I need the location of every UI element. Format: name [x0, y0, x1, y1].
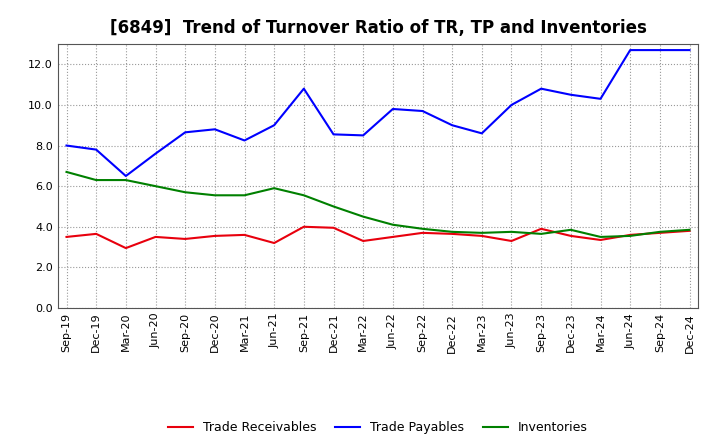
Line: Trade Receivables: Trade Receivables — [66, 227, 690, 248]
Inventories — [240, 193, 249, 198]
Trade Payables — [92, 147, 101, 152]
Trade Payables — [537, 86, 546, 92]
Trade Receivables — [567, 233, 575, 238]
Trade Payables — [359, 133, 367, 138]
Trade Payables — [300, 86, 308, 92]
Trade Receivables — [329, 225, 338, 231]
Trade Receivables — [537, 226, 546, 231]
Trade Receivables — [655, 230, 664, 235]
Legend: Trade Receivables, Trade Payables, Inventories: Trade Receivables, Trade Payables, Inven… — [163, 416, 593, 439]
Trade Receivables — [240, 232, 249, 238]
Trade Receivables — [62, 234, 71, 239]
Trade Receivables — [92, 231, 101, 237]
Trade Receivables — [418, 230, 427, 235]
Trade Payables — [329, 132, 338, 137]
Trade Receivables — [685, 228, 694, 234]
Inventories — [685, 227, 694, 232]
Trade Payables — [122, 173, 130, 179]
Trade Payables — [685, 48, 694, 53]
Trade Receivables — [596, 237, 605, 242]
Inventories — [537, 231, 546, 237]
Line: Trade Payables: Trade Payables — [66, 50, 690, 176]
Trade Payables — [181, 130, 189, 135]
Inventories — [92, 177, 101, 183]
Trade Receivables — [181, 236, 189, 242]
Inventories — [389, 222, 397, 227]
Inventories — [270, 186, 279, 191]
Trade Payables — [655, 48, 664, 53]
Inventories — [655, 229, 664, 235]
Line: Inventories: Inventories — [66, 172, 690, 237]
Inventories — [62, 169, 71, 175]
Trade Receivables — [270, 240, 279, 246]
Trade Payables — [507, 102, 516, 107]
Inventories — [507, 229, 516, 235]
Trade Payables — [626, 48, 634, 53]
Trade Receivables — [626, 232, 634, 238]
Inventories — [626, 233, 634, 238]
Trade Receivables — [507, 238, 516, 244]
Trade Payables — [448, 123, 456, 128]
Inventories — [210, 193, 219, 198]
Inventories — [359, 214, 367, 219]
Inventories — [567, 227, 575, 232]
Trade Payables — [477, 131, 486, 136]
Trade Payables — [270, 123, 279, 128]
Trade Payables — [567, 92, 575, 97]
Trade Receivables — [122, 246, 130, 251]
Trade Receivables — [210, 233, 219, 238]
Inventories — [418, 226, 427, 231]
Trade Receivables — [359, 238, 367, 244]
Trade Receivables — [477, 233, 486, 238]
Trade Receivables — [389, 234, 397, 239]
Trade Receivables — [151, 234, 160, 239]
Trade Receivables — [300, 224, 308, 229]
Inventories — [122, 177, 130, 183]
Inventories — [477, 230, 486, 235]
Trade Payables — [62, 143, 71, 148]
Trade Payables — [151, 151, 160, 156]
Trade Receivables — [448, 231, 456, 237]
Trade Payables — [596, 96, 605, 102]
Trade Payables — [418, 108, 427, 114]
Inventories — [329, 204, 338, 209]
Inventories — [151, 183, 160, 189]
Inventories — [181, 190, 189, 195]
Trade Payables — [389, 106, 397, 112]
Inventories — [596, 234, 605, 239]
Inventories — [300, 193, 308, 198]
Trade Payables — [210, 127, 219, 132]
Trade Payables — [240, 138, 249, 143]
Title: [6849]  Trend of Turnover Ratio of TR, TP and Inventories: [6849] Trend of Turnover Ratio of TR, TP… — [109, 19, 647, 37]
Inventories — [448, 229, 456, 235]
